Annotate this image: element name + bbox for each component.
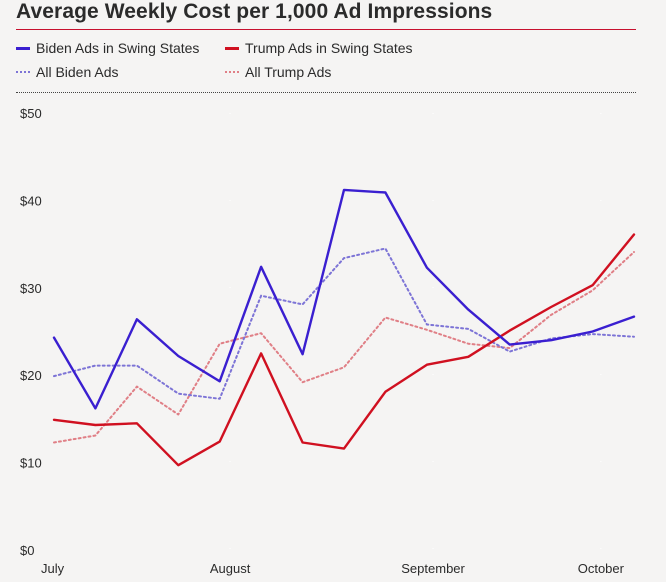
x-tick-label-september: September: [401, 561, 465, 576]
legend-swatch-biden-swing: [16, 46, 30, 50]
y-tick-label-40: $40: [20, 193, 42, 208]
y-tick-label-30: $30: [20, 281, 42, 296]
legend-swatch-all-trump: [225, 71, 239, 73]
series-line-trump-ads-in-swing-states: [52, 233, 636, 467]
legend-divider: [16, 92, 636, 93]
legend-label-trump-swing: Trump Ads in Swing States: [245, 40, 413, 56]
series-line-all-trump-ads: [53, 251, 635, 444]
series-line-biden-ads-in-swing-states: [52, 188, 636, 410]
y-tick-label-10: $10: [20, 456, 42, 471]
legend-entry-trump-swing: Trump Ads in Swing States: [225, 40, 413, 56]
legend-entry-biden-swing: Biden Ads in Swing States: [16, 40, 199, 56]
series-line-all-biden-ads: [53, 247, 635, 400]
title-underline: [16, 29, 636, 30]
legend-entry-all-trump: All Trump Ads: [225, 64, 331, 80]
legend-swatch-all-biden: [16, 71, 30, 73]
y-tick-label-20: $20: [20, 368, 42, 383]
legend-label-all-trump: All Trump Ads: [245, 64, 332, 80]
y-tick-label-0: $0: [20, 543, 34, 558]
x-tick-label-august: August: [210, 561, 251, 576]
x-tick-label-october: October: [578, 561, 625, 576]
legend-label-all-biden: All Biden Ads: [36, 64, 119, 80]
y-tick-label-50: $50: [20, 106, 42, 121]
legend-swatch-trump-swing: [225, 46, 239, 50]
x-tick-label-july: July: [41, 561, 65, 576]
legend-entry-all-biden: All Biden Ads: [16, 64, 119, 80]
chart-title: Average Weekly Cost per 1,000 Ad Impress…: [16, 0, 493, 23]
legend-label-biden-swing: Biden Ads in Swing States: [36, 40, 200, 56]
